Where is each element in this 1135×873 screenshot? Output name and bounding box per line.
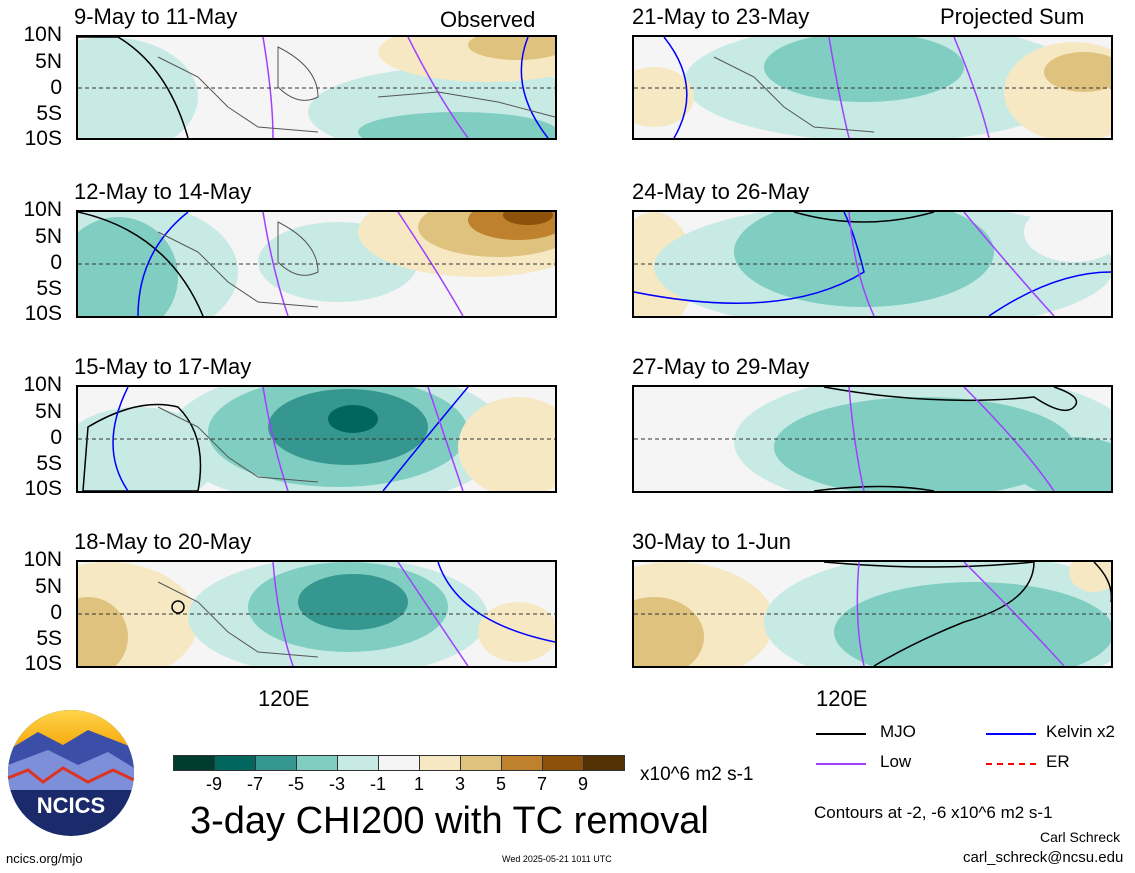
map-panel (76, 560, 557, 668)
map-panel (632, 560, 1113, 668)
map-panel (632, 35, 1113, 140)
panel-title: 15-May to 17-May (74, 354, 252, 379)
panel-title: 12-May to 14-May (74, 179, 252, 204)
lat-label: 10N (23, 373, 62, 396)
lat-label: 0 (50, 601, 62, 624)
main-title: 3-day CHI200 with TC removal (190, 800, 709, 842)
map-panel (632, 210, 1113, 318)
map-panel (632, 385, 1113, 493)
legend-kelvin-line (986, 733, 1036, 735)
panel-title: 27-May to 29-May (632, 354, 810, 379)
colorbar-cell (501, 755, 543, 771)
legend-low-line (816, 763, 866, 765)
colorbar-cell (542, 755, 584, 771)
panel-title: 21-May to 23-May (632, 4, 810, 29)
colorbar-cell (296, 755, 338, 771)
legend-er-label: ER (1046, 752, 1070, 771)
colorbar-cell (419, 755, 461, 771)
colorbar-tick: -7 (246, 774, 263, 794)
colorbar-tick: -3 (328, 774, 345, 794)
lat-label: 5S (36, 452, 62, 475)
timestamp: Wed 2025-05-21 1011 UTC (502, 854, 612, 864)
lat-label: 5N (35, 575, 62, 598)
colorbar-tick: -1 (369, 774, 386, 794)
lat-label: 10S (24, 477, 62, 500)
lat-label: 10N (23, 198, 62, 221)
colorbar-units: x10^6 m2 s-1 (640, 764, 754, 785)
lat-label: 10S (24, 127, 62, 150)
legend-er-line (986, 763, 1036, 765)
colorbar-cell (378, 755, 420, 771)
lat-label: 0 (50, 251, 62, 274)
colorbar-tick: -9 (205, 774, 222, 794)
lat-label: 0 (50, 76, 62, 99)
panel-title: 18-May to 20-May (74, 529, 252, 554)
map-panel (76, 385, 557, 493)
colorbar-cell (337, 755, 379, 771)
author: Carl Schreck (1040, 829, 1121, 845)
lat-label: 0 (50, 426, 62, 449)
map-panel (76, 210, 557, 318)
lon-label: 120E (816, 686, 868, 711)
lat-label: 10N (23, 23, 62, 46)
colorbar-tick: -5 (287, 774, 304, 794)
legend-mjo-label: MJO (880, 722, 916, 741)
contours-note: Contours at -2, -6 x10^6 m2 s-1 (814, 803, 1053, 822)
legend-mjo-line (816, 733, 866, 735)
colorbar-cell (214, 755, 256, 771)
lat-label: 5S (36, 277, 62, 300)
colorbar-cell (173, 755, 215, 771)
panel-title: 24-May to 26-May (632, 179, 810, 204)
lon-label: 120E (258, 686, 310, 711)
email-link[interactable]: carl_schreck@ncsu.edu (963, 849, 1124, 866)
logo-text: NCICS (37, 793, 105, 818)
legend-kelvin-label: Kelvin x2 (1046, 722, 1115, 741)
colorbar-cell (255, 755, 297, 771)
lat-label: 5S (36, 627, 62, 650)
map-panel (76, 35, 557, 140)
panel-tag: Observed (440, 7, 536, 32)
panel-title: 9-May to 11-May (74, 4, 238, 29)
lat-label: 5N (35, 400, 62, 423)
lat-label: 10N (23, 548, 62, 571)
lat-label: 5S (36, 102, 62, 125)
colorbar-tick: 5 (495, 774, 506, 794)
panel-tag: Projected Sum (940, 4, 1085, 29)
legend-low-label: Low (880, 752, 912, 771)
url-link[interactable]: ncics.org/mjo (6, 851, 83, 866)
colorbar-cell (583, 755, 625, 771)
colorbar-tick: 3 (454, 774, 465, 794)
colorbar-cell (460, 755, 502, 771)
lat-label: 10S (24, 302, 62, 325)
colorbar-tick: 7 (536, 774, 547, 794)
lat-label: 5N (35, 225, 62, 248)
lat-label: 10S (24, 652, 62, 675)
colorbar-tick: 1 (413, 774, 424, 794)
ncics-logo: NCICS (8, 710, 134, 836)
panel-title: 30-May to 1-Jun (632, 529, 791, 554)
lat-label: 5N (35, 50, 62, 73)
colorbar-tick: 9 (577, 774, 588, 794)
